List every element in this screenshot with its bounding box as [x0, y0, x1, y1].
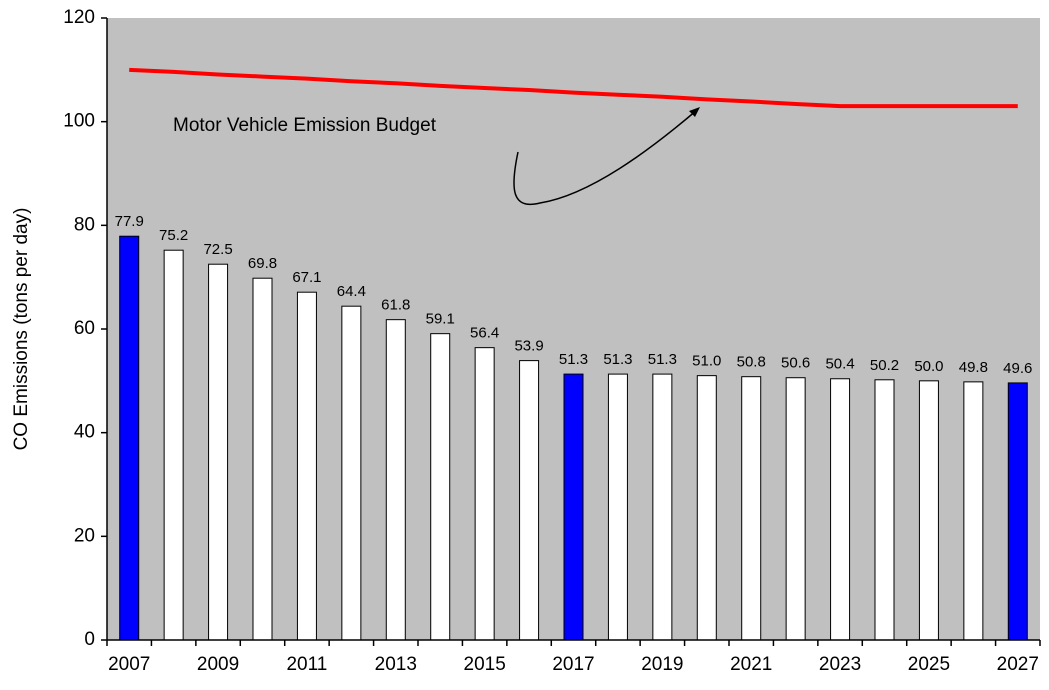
data-label: 49.6: [1003, 360, 1032, 377]
data-label: 51.3: [559, 351, 588, 368]
data-label: 50.2: [870, 357, 899, 374]
data-label: 59.1: [426, 311, 455, 328]
x-tick-label: 2025: [908, 654, 950, 675]
bar: [652, 373, 673, 641]
bar: [963, 381, 984, 641]
x-tick-label: 2021: [730, 654, 772, 675]
data-label: 50.8: [737, 354, 766, 371]
y-tick-label: 100: [63, 111, 95, 132]
bar: [519, 360, 540, 641]
data-label: 61.8: [381, 297, 410, 314]
data-label: 50.6: [781, 355, 810, 372]
annotation-arrow: [513, 109, 698, 206]
y-tick-label: 120: [63, 7, 95, 28]
data-label: 64.4: [337, 283, 366, 300]
y-tick-label: 0: [84, 629, 95, 650]
y-tick-label: 20: [74, 525, 95, 546]
data-label: 50.0: [914, 358, 943, 375]
data-label: 49.8: [959, 359, 988, 376]
annotation: Motor Vehicle Emission Budget: [173, 115, 437, 136]
x-tick-label: 2019: [641, 654, 683, 675]
x-tick-label: 2015: [464, 654, 506, 675]
x-tick-label: 2023: [819, 654, 861, 675]
y-tick-label: 60: [74, 318, 95, 339]
bar: [430, 333, 451, 641]
bar: [918, 380, 939, 641]
x-tick-label: 2027: [997, 654, 1039, 675]
data-label: 51.0: [692, 353, 721, 370]
bar: [696, 375, 717, 641]
bar: [163, 249, 184, 641]
data-label: 51.3: [648, 351, 677, 368]
y-tick-label: 80: [74, 214, 95, 235]
data-label: 72.5: [203, 241, 232, 258]
bar: [385, 319, 406, 641]
data-label: 69.8: [248, 255, 277, 272]
bar: [252, 277, 273, 641]
budget-line: [129, 67, 1018, 109]
data-label: 75.2: [159, 227, 188, 244]
bar: [874, 379, 895, 641]
bar: [830, 378, 851, 641]
data-label: 51.3: [603, 351, 632, 368]
data-label: 53.9: [514, 338, 543, 355]
data-label: 77.9: [115, 213, 144, 230]
x-tick-label: 2013: [375, 654, 417, 675]
bar: [785, 377, 806, 641]
bar: [741, 376, 762, 641]
bar: [474, 347, 495, 641]
y-tick-label: 40: [74, 422, 95, 443]
bar: [563, 373, 584, 641]
x-tick-label: 2009: [197, 654, 239, 675]
data-label: 50.4: [825, 356, 854, 373]
bar: [341, 305, 362, 641]
y-axis-label: CO Emissions (tons per day): [11, 208, 32, 451]
data-label: 67.1: [292, 269, 321, 286]
bar: [607, 373, 628, 641]
x-tick-label: 2011: [286, 654, 327, 675]
arrow-head: [689, 107, 700, 117]
x-tick-label: 2017: [552, 654, 594, 675]
bar: [119, 235, 140, 641]
bar: [208, 263, 229, 641]
data-label: 56.4: [470, 325, 499, 342]
x-tick-label: 2007: [108, 654, 150, 675]
bar: [1007, 382, 1028, 641]
bar: [296, 291, 317, 641]
